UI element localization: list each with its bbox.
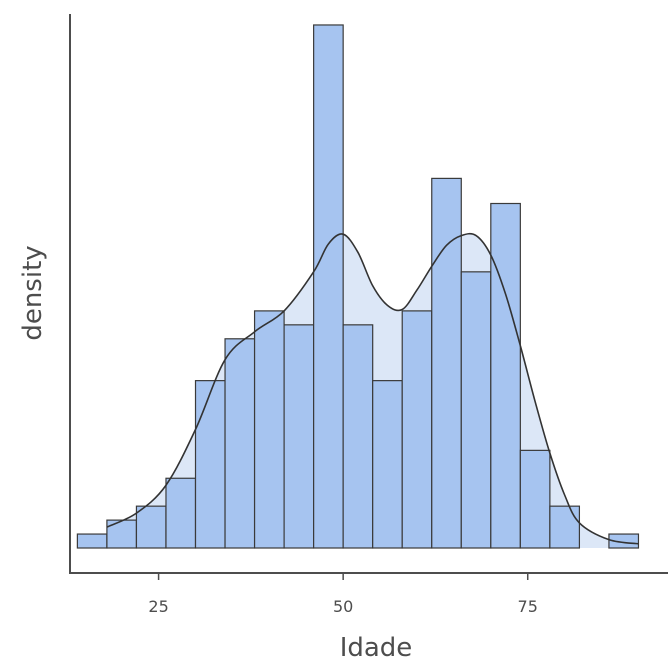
histogram-bar — [224, 338, 256, 549]
histogram-bars — [76, 24, 640, 549]
histogram-bar — [165, 477, 197, 549]
histogram-bar — [313, 24, 344, 549]
histogram-bar — [283, 324, 315, 549]
histogram-bar — [135, 505, 167, 549]
histogram-bar — [519, 449, 551, 549]
histogram-bar — [549, 505, 581, 549]
x-tick-label: 25 — [148, 597, 168, 616]
histogram-bar — [106, 519, 138, 549]
histogram-bar — [608, 533, 640, 549]
y-axis-title: density — [18, 245, 48, 340]
axes — [69, 14, 668, 574]
histogram-bar — [342, 324, 374, 549]
histogram-bar — [490, 202, 521, 549]
density-curve — [106, 232, 639, 545]
histogram-bar — [372, 380, 403, 549]
histogram-bar — [431, 177, 462, 549]
histogram-bar — [76, 533, 108, 549]
x-tick-label: 75 — [518, 597, 538, 616]
x-tick-label: 50 — [333, 597, 353, 616]
histogram-bar — [253, 310, 285, 549]
histogram-bar — [194, 380, 226, 549]
histogram-bar — [401, 310, 433, 549]
density-line-layer — [106, 232, 639, 545]
x-axis-title: Idade — [340, 633, 413, 663]
histogram-bar — [460, 271, 492, 549]
x-axis-ticks: 25 50 75 — [148, 573, 538, 616]
